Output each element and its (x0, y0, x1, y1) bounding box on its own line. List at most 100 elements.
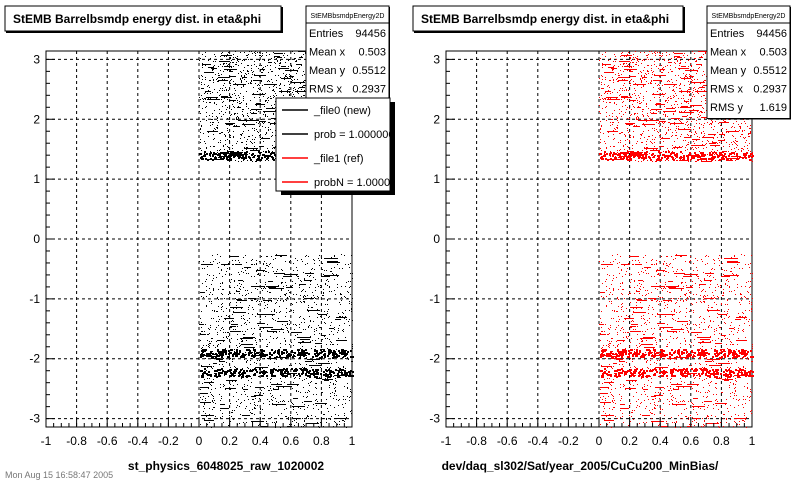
scatter-point (272, 107, 273, 108)
scatter-point (699, 67, 700, 68)
stats-name: StEMBbsmdpEnergy2D (311, 13, 385, 20)
scatter-point (678, 126, 679, 127)
scatter-band-point (282, 352, 284, 354)
scatter-point (266, 263, 267, 264)
scatter-point (221, 270, 222, 271)
scatter-point (342, 330, 343, 331)
scatter-point (293, 324, 294, 325)
scatter-streak (204, 382, 214, 383)
scatter-point (223, 358, 224, 359)
scatter-point (696, 123, 697, 124)
scatter-point (287, 297, 288, 298)
scatter-point (750, 132, 751, 133)
scatter-band-point (335, 369, 337, 371)
scatter-point (286, 327, 287, 328)
scatter-point (250, 110, 251, 111)
scatter-band-point (258, 151, 260, 153)
scatter-point (246, 294, 247, 295)
scatter-point (603, 88, 604, 89)
scatter-point (336, 274, 337, 275)
scatter-point (199, 78, 200, 79)
scatter-point (638, 73, 639, 74)
scatter-streak (251, 286, 265, 287)
scatter-point (601, 75, 602, 76)
scatter-point (276, 359, 277, 360)
scatter-point (305, 256, 306, 257)
scatter-point (293, 88, 294, 89)
scatter-point (691, 66, 692, 67)
scatter-point (237, 59, 238, 60)
scatter-point (278, 285, 279, 286)
scatter-point (251, 70, 252, 71)
scatter-point (294, 425, 295, 426)
scatter-point (228, 52, 229, 53)
scatter-point (693, 94, 694, 95)
scatter-band-point (253, 349, 255, 351)
scatter-point (747, 126, 748, 127)
scatter-point (254, 404, 255, 405)
scatter-point (319, 377, 320, 378)
scatter-point (244, 52, 245, 53)
scatter-band-point (344, 350, 346, 352)
scatter-point (243, 281, 244, 282)
scatter-point (212, 70, 213, 71)
scatter-point (684, 79, 685, 80)
scatter-point (247, 160, 248, 161)
scatter-point (247, 55, 248, 56)
scatter-point (623, 145, 624, 146)
scatter-point (220, 56, 221, 57)
scatter-point (252, 409, 253, 410)
scatter-band-point (263, 373, 265, 375)
scatter-band-point (271, 354, 273, 356)
scatter-point (630, 135, 631, 136)
scatter-point (207, 334, 208, 335)
scatter-point (222, 79, 223, 80)
scatter-point (684, 53, 685, 54)
scatter-point (279, 306, 280, 307)
scatter-point (694, 58, 695, 59)
scatter-point (228, 332, 229, 333)
scatter-point (211, 338, 212, 339)
scatter-point (220, 88, 221, 89)
scatter-point (230, 57, 231, 58)
scatter-point (223, 337, 224, 338)
scatter-point (275, 320, 276, 321)
scatter-point (327, 311, 328, 312)
scatter-point (345, 403, 346, 404)
scatter-point (641, 82, 642, 83)
scatter-point (286, 285, 287, 286)
scatter-point (308, 307, 309, 308)
scatter-point (241, 161, 242, 162)
scatter-point (220, 343, 221, 344)
scatter-band-point (246, 151, 248, 153)
scatter-streak (229, 76, 235, 77)
scatter-streak (201, 366, 212, 367)
scatter-band-point (225, 350, 227, 352)
scatter-point (285, 299, 286, 300)
scatter-point (329, 287, 330, 288)
scatter-point (289, 92, 290, 93)
scatter-point (240, 138, 241, 139)
scatter-point (665, 114, 666, 115)
scatter-point (675, 63, 676, 64)
scatter-streak (289, 76, 294, 77)
scatter-point (342, 404, 343, 405)
scatter-point (231, 338, 232, 339)
scatter-band-point (329, 352, 331, 354)
scatter-point (292, 388, 293, 389)
scatter-band-point (256, 159, 258, 161)
scatter-band-point (222, 158, 224, 160)
scatter-point (674, 62, 675, 63)
scatter-point (218, 157, 219, 158)
scatter-point (266, 55, 267, 56)
scatter-point (301, 281, 302, 282)
scatter-point (645, 73, 646, 74)
scatter-point (750, 128, 751, 129)
scatter-point (750, 133, 751, 134)
scatter-point (272, 159, 273, 160)
scatter-point (735, 138, 736, 139)
scatter-point (254, 52, 255, 53)
scatter-point (278, 415, 279, 416)
y-tick-label: 0 (33, 232, 40, 246)
scatter-point (618, 75, 619, 76)
